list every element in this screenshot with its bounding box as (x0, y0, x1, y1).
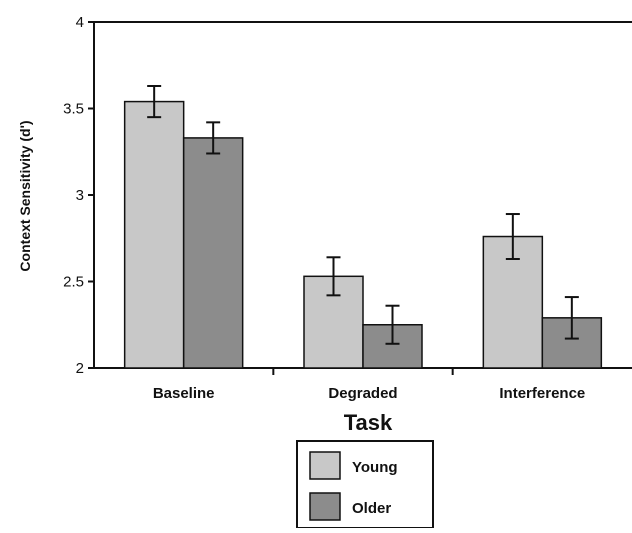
legend-swatch-young (309, 451, 341, 480)
y-tick-label: 3.5 (63, 101, 84, 118)
bar-young (123, 100, 185, 369)
error-bars-layer (147, 85, 579, 345)
x-category-label: Baseline (153, 385, 215, 402)
x-axis-title: Task (344, 410, 393, 435)
bars-layer (123, 100, 603, 369)
legend-label-older: Older (352, 500, 391, 517)
y-tick-label: 2.5 (63, 274, 84, 291)
y-tick-label: 3 (76, 187, 84, 204)
bar-older (182, 137, 244, 369)
x-category-label: Degraded (328, 385, 397, 402)
y-tick-label: 4 (76, 14, 84, 31)
labels-layer: 2 2.5 3 3.5 4 Baseline Degraded Interference (63, 14, 585, 402)
legend-swatch-older (309, 492, 341, 521)
bar-young (482, 235, 544, 369)
y-tick-label: 2 (76, 360, 84, 377)
legend: Young Older (296, 440, 434, 529)
legend-label-young: Young (352, 459, 398, 476)
x-category-label: Interference (499, 385, 585, 402)
y-axis-title: Context Sensitivity (d') (17, 120, 33, 271)
